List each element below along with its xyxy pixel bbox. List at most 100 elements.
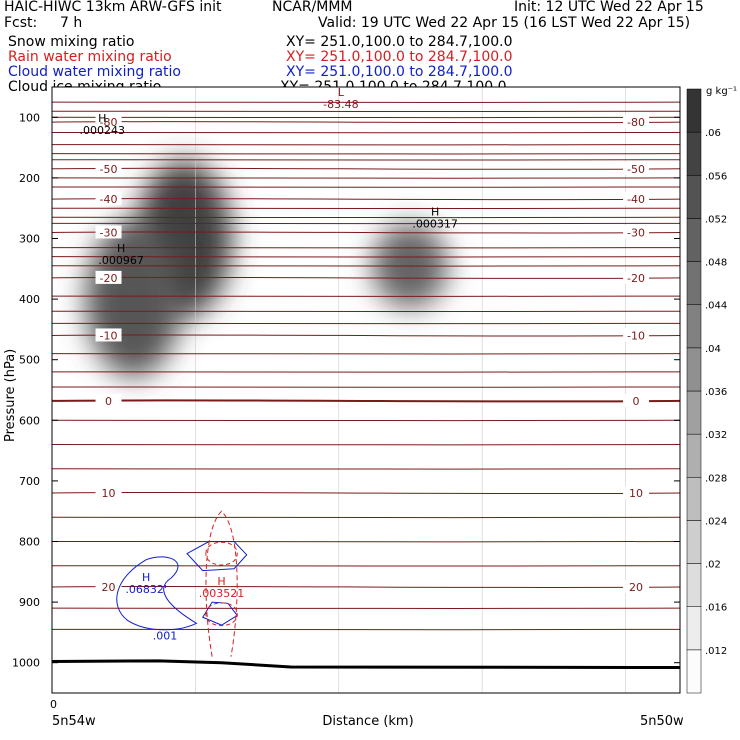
isotherm-label: -30 (100, 226, 118, 239)
extremum-marker: L (338, 86, 345, 99)
isotherm-label: -40 (100, 193, 118, 206)
colorbar-tick-label: .032 (705, 430, 727, 441)
colorbar-segment (686, 606, 702, 651)
cloud-water-contour (201, 601, 238, 626)
isotherm-label: -20 (627, 272, 645, 285)
field-name-snow: Snow mixing ratio (8, 34, 135, 50)
isotherm-contour (52, 255, 680, 258)
colorbar-segment (686, 520, 702, 564)
isotherm-line (52, 167, 680, 170)
cloud-water-contour (116, 556, 198, 631)
isotherm-line (52, 121, 680, 124)
y-tick-label: 700 (19, 475, 40, 488)
isotherm-contour (52, 443, 680, 446)
isotherm-contour (52, 295, 680, 298)
isotherm-contour (52, 158, 680, 161)
colorbar-tick-label: .06 (705, 128, 721, 139)
isotherm-contour (52, 322, 680, 325)
colorbar-tick-label: .02 (705, 560, 721, 571)
colorbar-segment (686, 218, 702, 262)
isotherm-contour (52, 101, 680, 104)
isotherm-label-bg (623, 328, 650, 342)
isotherm-contour (52, 176, 680, 179)
field-name-rain: Rain water mixing ratio (8, 49, 172, 65)
isotherm-line (52, 334, 680, 337)
isotherm-label: -10 (627, 329, 645, 342)
isotherm-contour (52, 370, 680, 373)
isotherm-line (52, 399, 680, 403)
isotherm-contour (52, 222, 680, 225)
x-left-label: 5n54w (52, 714, 96, 729)
y-tick-label: 300 (19, 233, 40, 246)
rain-water-contour (205, 510, 238, 657)
isotherm-contour (52, 607, 680, 610)
rain-water-contour (205, 602, 238, 627)
forecast-label: Fcst: (4, 15, 38, 31)
isotherm-label-bg (623, 393, 650, 407)
colorbar-segment (686, 433, 702, 478)
field-xy-snow: XY= 251.0,100.0 to 284.7,100.0 (286, 34, 513, 50)
extremum-marker: H (142, 571, 150, 584)
x-axis-label: Distance (km) (322, 714, 413, 729)
chart-title: HAIC-HIWC 13km ARW-GFS init (4, 0, 222, 15)
colorbar-segment (686, 261, 702, 305)
extremum-value: -83.48 (323, 98, 358, 111)
forecast-hours: 7 h (60, 15, 83, 31)
isotherm-label-bg (95, 161, 122, 175)
isotherm-label: 0 (105, 395, 112, 408)
y-tick-label: 600 (19, 414, 40, 427)
isotherm-contour (52, 628, 680, 631)
plot-frame (51, 86, 681, 694)
isotherm-label: -80 (627, 116, 645, 129)
x-right-label: 5n50w (640, 714, 684, 729)
isotherm-contour (52, 564, 680, 567)
isotherm-label: 20 (629, 581, 643, 594)
extremum-value: .000243 (79, 124, 125, 137)
colorbar-segment (686, 347, 702, 392)
init-time: Init: 12 UTC Wed 22 Apr 15 (514, 0, 704, 15)
isotherm-contour (52, 516, 680, 519)
center-label: NCAR/MMM (272, 0, 353, 15)
isotherm-label-bg (623, 225, 650, 239)
extremum-marker: H (98, 112, 106, 125)
field-xy-rain: XY= 251.0,100.0 to 284.7,100.0 (286, 49, 513, 65)
y-tick-label: 100 (19, 111, 40, 124)
isotherm-label: 20 (102, 581, 116, 594)
isotherm-label-bg (95, 393, 122, 407)
isotherm-contour (52, 152, 680, 155)
isotherm-contour (52, 264, 680, 267)
field-name-cloud-water: Cloud water mixing ratio (8, 64, 181, 80)
isotherm-label: 10 (102, 487, 116, 500)
y-tick-label: 400 (19, 293, 40, 306)
colorbar-tick-label: .052 (705, 214, 727, 225)
isotherm-contour (52, 352, 680, 355)
isotherm-line (52, 231, 680, 234)
isotherm-label-bg (95, 115, 122, 129)
colorbar-tick-label: .056 (705, 171, 727, 182)
extremum-value: .003521 (199, 587, 245, 600)
isotherm-contour (52, 467, 680, 470)
colorbar-tick-label: .012 (705, 646, 727, 657)
isotherm-contour (52, 419, 680, 422)
colorbar-segment (686, 88, 702, 133)
isotherm-line (52, 198, 680, 201)
isotherm-label-bg (95, 328, 122, 342)
y-axis-label: Pressure (hPa) (3, 349, 18, 442)
isotherm-label-bg (95, 270, 122, 284)
y-tick-label: 500 (19, 354, 40, 367)
colorbar-segment (686, 131, 702, 176)
colorbar-tick-label: .036 (705, 387, 727, 398)
isotherm-label: -50 (100, 163, 118, 176)
colorbar-segment (686, 477, 702, 521)
isotherm-label: -10 (100, 329, 118, 342)
isotherm-label-bg (623, 115, 650, 129)
isotherm-label: -30 (627, 226, 645, 239)
colorbar-segment (686, 649, 702, 694)
extremum-marker: H (117, 242, 125, 255)
field-xy-cloud-water: XY= 251.0,100.0 to 284.7,100.0 (286, 64, 513, 80)
isotherm-contour (52, 110, 680, 113)
y-tick-label: 900 (19, 596, 40, 609)
isotherm-label-bg (95, 225, 122, 239)
isotherm-label-bg (623, 192, 650, 206)
